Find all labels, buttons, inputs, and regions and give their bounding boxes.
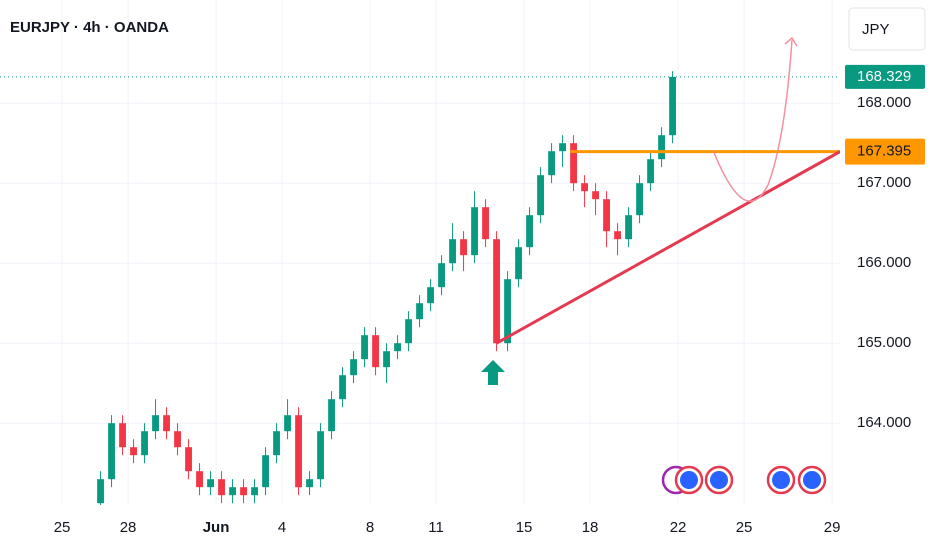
candle-body bbox=[361, 335, 368, 360]
candle-body bbox=[317, 431, 324, 480]
x-tick-label: 25 bbox=[54, 519, 71, 536]
candle-body bbox=[218, 479, 225, 496]
x-tick-label: 8 bbox=[366, 519, 374, 536]
y-tick-label: 165.000 bbox=[857, 334, 911, 351]
candle-body bbox=[405, 319, 412, 344]
projection-arrowhead bbox=[784, 36, 798, 47]
trendline bbox=[495, 150, 840, 345]
candle-body bbox=[306, 479, 313, 488]
candle-body bbox=[504, 279, 511, 344]
candle-body bbox=[526, 215, 533, 248]
candle-body bbox=[559, 143, 566, 152]
candle-body bbox=[339, 375, 346, 400]
candle-body bbox=[372, 335, 379, 368]
projection-curve bbox=[712, 39, 793, 202]
candle-body bbox=[438, 263, 445, 288]
price-tag bbox=[845, 138, 925, 165]
candle-body bbox=[658, 135, 665, 160]
candle-body bbox=[493, 239, 500, 344]
chart-title: EURJPY · 4h · OANDA bbox=[10, 19, 169, 36]
candle-body bbox=[328, 399, 335, 432]
candle-body bbox=[614, 231, 621, 240]
candle-body bbox=[570, 143, 577, 184]
candle-body bbox=[537, 175, 544, 216]
candle-body bbox=[383, 351, 390, 368]
candle-body bbox=[130, 447, 137, 456]
candle-body bbox=[460, 239, 467, 256]
candle-body bbox=[97, 479, 104, 504]
candle-body bbox=[515, 247, 522, 280]
candle-body bbox=[152, 415, 159, 432]
candle-body bbox=[108, 423, 115, 480]
x-tick-label: 25 bbox=[736, 519, 753, 536]
x-tick-label: 29 bbox=[824, 519, 841, 536]
x-tick-label: 4 bbox=[278, 519, 286, 536]
currency-box[interactable] bbox=[848, 7, 926, 51]
candle-body bbox=[669, 76, 676, 136]
candle-body bbox=[119, 423, 126, 448]
plot-area bbox=[0, 71, 840, 505]
event-icons bbox=[661, 465, 827, 495]
candle-body bbox=[273, 431, 280, 456]
x-tick-label: 11 bbox=[428, 519, 444, 536]
candle-body bbox=[174, 431, 181, 448]
price-tag-label: 167.395 bbox=[857, 143, 911, 160]
candle-body bbox=[625, 215, 632, 240]
grid bbox=[0, 0, 840, 505]
candle-body bbox=[471, 207, 478, 256]
y-tick-label: 167.000 bbox=[857, 174, 911, 191]
y-tick-label: 168.000 bbox=[857, 94, 911, 111]
candle-body bbox=[240, 487, 247, 496]
candle-body bbox=[262, 455, 269, 488]
x-tick-label: 22 bbox=[670, 519, 687, 536]
y-tick-label: 166.000 bbox=[857, 254, 911, 271]
candle-body bbox=[416, 303, 423, 320]
candle-body bbox=[163, 415, 170, 432]
candle-body bbox=[185, 447, 192, 472]
x-tick-label: 15 bbox=[516, 519, 533, 536]
x-tick-label: 28 bbox=[120, 519, 137, 536]
candle-body bbox=[592, 191, 599, 200]
candle-body bbox=[427, 287, 434, 304]
candle-body bbox=[603, 199, 610, 232]
candle-body bbox=[394, 343, 401, 352]
candle-body bbox=[284, 415, 291, 432]
y-tick-label: 164.000 bbox=[857, 414, 911, 431]
candle-body bbox=[548, 151, 555, 176]
candle-body bbox=[636, 183, 643, 216]
x-tick-label: 18 bbox=[582, 519, 599, 536]
candle-body bbox=[251, 487, 258, 496]
candle-body bbox=[196, 471, 203, 488]
candle-body bbox=[449, 239, 456, 264]
candle-body bbox=[207, 479, 214, 488]
price-tag-label: 168.329 bbox=[857, 68, 911, 85]
currency: JPY bbox=[862, 21, 890, 38]
x-tick-label: Jun bbox=[203, 519, 230, 536]
candle-body bbox=[229, 487, 236, 496]
candle-body bbox=[581, 183, 588, 192]
candle-body bbox=[647, 159, 654, 184]
candle-body bbox=[482, 207, 489, 240]
price-tag bbox=[845, 64, 925, 89]
candle-body bbox=[141, 431, 148, 456]
candle-body bbox=[295, 415, 302, 488]
up-arrow bbox=[481, 360, 505, 385]
candle-body bbox=[350, 359, 357, 376]
